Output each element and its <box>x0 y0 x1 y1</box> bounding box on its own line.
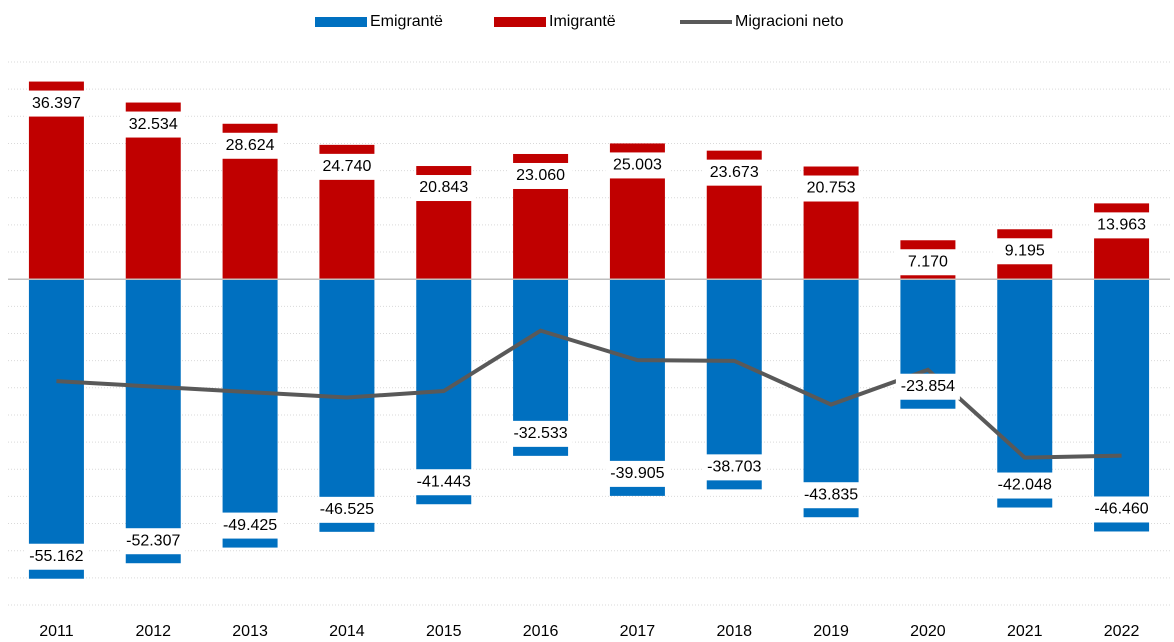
label-box <box>121 111 186 138</box>
label-box <box>992 472 1057 499</box>
x-tick-label: 2019 <box>813 623 849 640</box>
x-tick-label: 2015 <box>426 623 462 640</box>
data-label: 25.003 <box>613 157 662 174</box>
data-label: -55.162 <box>29 548 83 565</box>
label-box <box>1089 496 1154 523</box>
label-box <box>411 175 476 202</box>
data-label: 13.963 <box>1097 217 1146 234</box>
data-label: -38.703 <box>707 459 761 476</box>
bar <box>319 279 375 532</box>
data-label: 36.397 <box>32 95 81 112</box>
x-tick-label: 2018 <box>716 623 752 640</box>
data-label: 23.673 <box>710 164 759 181</box>
data-label: -46.525 <box>320 501 374 518</box>
x-tick-label: 2020 <box>910 623 946 640</box>
label-box <box>895 373 960 400</box>
label-box <box>1089 212 1154 239</box>
data-label: 7.170 <box>908 253 948 270</box>
legend-swatch <box>315 17 367 27</box>
label-box <box>702 454 767 481</box>
x-tick-label: 2017 <box>620 623 656 640</box>
label-box <box>218 132 283 159</box>
bar <box>28 279 84 579</box>
x-tick-label: 2014 <box>329 623 365 640</box>
label-box <box>24 543 89 570</box>
label-box <box>605 152 670 179</box>
label-box <box>799 482 864 509</box>
x-tick-label: 2011 <box>39 623 74 640</box>
label-box <box>992 238 1057 265</box>
data-label: 20.753 <box>807 180 856 197</box>
label-box <box>24 90 89 117</box>
label-box <box>218 512 283 539</box>
net-line <box>56 328 1122 460</box>
legend-label: Emigrantë <box>370 13 443 30</box>
data-label: -39.905 <box>610 465 664 482</box>
x-tick-label: 2016 <box>523 623 559 640</box>
x-tick-label: 2021 <box>1007 623 1043 640</box>
bar <box>222 279 278 548</box>
data-label: -49.425 <box>223 517 277 534</box>
label-box <box>605 460 670 487</box>
data-label: 32.534 <box>129 116 178 133</box>
label-box <box>314 496 379 523</box>
data-label: -41.443 <box>417 473 471 490</box>
label-box <box>508 162 573 189</box>
label-box <box>799 175 864 202</box>
data-label: -52.307 <box>126 532 180 549</box>
bar <box>1094 279 1150 532</box>
bar <box>706 279 762 490</box>
data-label: 20.843 <box>419 179 468 196</box>
data-label: -42.048 <box>998 477 1052 494</box>
label-box <box>508 420 573 447</box>
label-box <box>895 249 960 276</box>
data-label: -32.533 <box>513 425 567 442</box>
data-label: 9.195 <box>1005 242 1045 259</box>
bar <box>609 279 665 496</box>
bar <box>997 279 1053 508</box>
x-tick-label: 2013 <box>232 623 268 640</box>
label-box <box>702 159 767 186</box>
legend-label: Imigrantë <box>549 13 616 30</box>
label-box <box>314 153 379 180</box>
legend-swatch <box>494 17 546 27</box>
label-box <box>121 528 186 555</box>
data-label: -43.835 <box>804 486 858 503</box>
data-label: -23.854 <box>901 378 955 395</box>
legend-label: Migracioni neto <box>735 13 844 30</box>
bar <box>125 279 181 564</box>
data-label: 23.060 <box>516 167 565 184</box>
data-label: 28.624 <box>226 137 275 154</box>
x-tick-label: 2012 <box>135 623 171 640</box>
x-tick-label: 2022 <box>1104 623 1140 640</box>
data-label: 24.740 <box>322 158 371 175</box>
label-box <box>411 469 476 496</box>
data-label: -46.460 <box>1094 501 1148 518</box>
